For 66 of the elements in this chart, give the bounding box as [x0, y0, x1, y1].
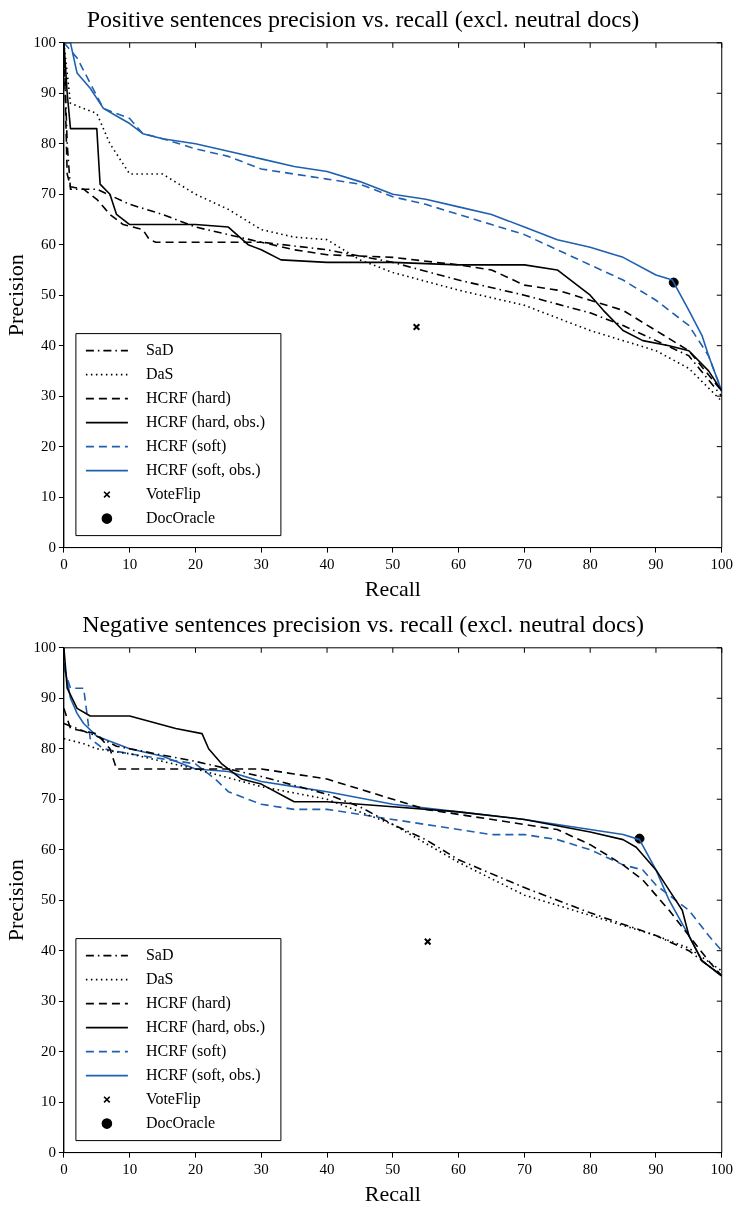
legend-label: HCRF (hard) [145, 993, 231, 1012]
x-axis-title: Recall [364, 1180, 421, 1206]
x-tick-label: 20 [187, 555, 203, 572]
x-tick-label: 80 [582, 555, 598, 572]
x-tick-label: 90 [648, 1160, 664, 1177]
legend-label: HCRF (soft) [145, 1041, 227, 1060]
x-tick-label: 100 [710, 1160, 733, 1177]
legend-label: VoteFlip [145, 484, 201, 503]
y-tick-label: 40 [40, 336, 56, 353]
legend-label: DocOracle [145, 1113, 216, 1131]
x-tick-label: 80 [582, 1160, 598, 1177]
y-axis-title: Precision [2, 254, 28, 337]
legend-label: HCRF (soft, obs.) [145, 460, 261, 479]
chart-title: Negative sentences precision vs. recall (excl. neutral docs) [82, 610, 644, 637]
y-tick-label: 10 [40, 488, 56, 505]
legend-label: VoteFlip [145, 1089, 201, 1108]
legend-label: SaD [145, 945, 174, 963]
y-tick-label: 0 [48, 1143, 56, 1160]
x-tick-label: 100 [710, 555, 733, 572]
y-tick-label: 50 [40, 891, 56, 908]
x-tick-label: 40 [319, 555, 335, 572]
y-tick-label: 90 [40, 84, 56, 101]
legend-label: HCRF (hard, obs.) [145, 1017, 266, 1036]
y-tick-label: 60 [40, 235, 56, 252]
legend-label: HCRF (hard) [145, 388, 231, 407]
y-tick-label: 20 [40, 1042, 56, 1059]
y-tick-label: 0 [48, 538, 56, 555]
chart-title: Positive sentences precision vs. recall (excl. neutral docs) [86, 5, 640, 32]
y-tick-label: 80 [40, 134, 56, 151]
legend-label: HCRF (soft) [145, 436, 227, 455]
x-tick-label: 10 [122, 1160, 138, 1177]
x-tick-label: 0 [60, 555, 68, 572]
y-tick-label: 80 [40, 739, 56, 756]
y-tick-label: 100 [33, 33, 56, 50]
y-tick-label: 100 [33, 638, 56, 655]
x-tick-label: 50 [385, 555, 401, 572]
legend-label: HCRF (hard, obs.) [145, 412, 266, 431]
legend-label: HCRF (soft, obs.) [145, 1065, 261, 1084]
x-tick-label: 0 [60, 1160, 68, 1177]
x-tick-label: 30 [253, 1160, 269, 1177]
y-tick-label: 90 [40, 689, 56, 706]
x-tick-label: 60 [451, 555, 467, 572]
y-tick-label: 40 [40, 941, 56, 958]
x-tick-label: 10 [122, 555, 138, 572]
legend-label: DaS [145, 364, 174, 382]
legend-label: DaS [145, 969, 174, 987]
x-tick-label: 70 [516, 555, 532, 572]
y-tick-label: 10 [40, 1093, 56, 1110]
y-tick-label: 60 [40, 840, 56, 857]
y-tick-label: 30 [40, 992, 56, 1009]
y-axis-title: Precision [2, 859, 28, 942]
x-axis-title: Recall [364, 575, 421, 601]
x-tick-label: 20 [187, 1160, 203, 1177]
legend-label: SaD [145, 340, 174, 358]
x-tick-label: 30 [253, 555, 269, 572]
y-tick-label: 30 [40, 387, 56, 404]
x-tick-label: 40 [319, 1160, 335, 1177]
y-tick-label: 70 [40, 790, 56, 807]
y-tick-label: 20 [40, 437, 56, 454]
legend-label: DocOracle [145, 508, 216, 526]
y-tick-label: 70 [40, 185, 56, 202]
x-tick-label: 50 [385, 1160, 401, 1177]
x-tick-label: 60 [451, 1160, 467, 1177]
x-tick-label: 70 [516, 1160, 532, 1177]
y-tick-label: 50 [40, 286, 56, 303]
x-tick-label: 90 [648, 555, 664, 572]
